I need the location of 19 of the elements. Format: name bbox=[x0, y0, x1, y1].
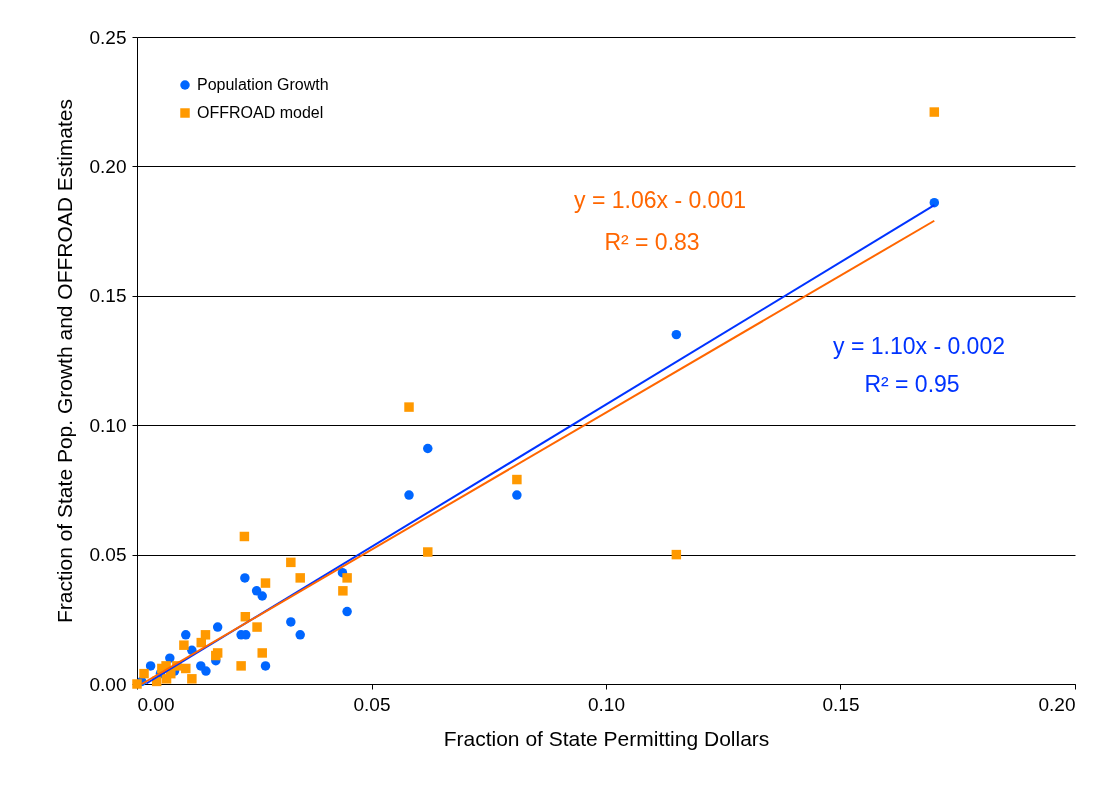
y-axis-title: Fraction of State Pop. Growth and OFFROAD Estimates bbox=[52, 98, 76, 624]
x-tick-label: 0.15 bbox=[822, 693, 860, 715]
legend-label: OFFROAD model bbox=[197, 104, 324, 121]
y-tick-label: 0.15 bbox=[89, 285, 127, 307]
x-tick-label: 0.10 bbox=[588, 693, 625, 715]
y-tick-label: 0.05 bbox=[89, 544, 127, 566]
legend-label: Population Growth bbox=[197, 76, 329, 93]
x-tick-label: 0.05 bbox=[353, 693, 391, 715]
annotation: y = 1.06x - 0.001 bbox=[574, 187, 746, 213]
annotation: y = 1.10x - 0.002 bbox=[833, 333, 1005, 359]
annotation: R² = 0.83 bbox=[604, 229, 700, 255]
y-tick-label: 0.00 bbox=[89, 673, 127, 695]
annotation: R² = 0.95 bbox=[864, 371, 960, 397]
x-tick-label: 0.00 bbox=[137, 693, 175, 715]
y-tick-label: 0.20 bbox=[89, 155, 127, 177]
x-tick-label: 0.20 bbox=[1038, 693, 1076, 715]
x-axis-title: Fraction of State Permitting Dollars bbox=[443, 726, 770, 750]
y-tick-label: 0.10 bbox=[89, 414, 127, 436]
y-tick-label: 0.25 bbox=[89, 26, 127, 48]
